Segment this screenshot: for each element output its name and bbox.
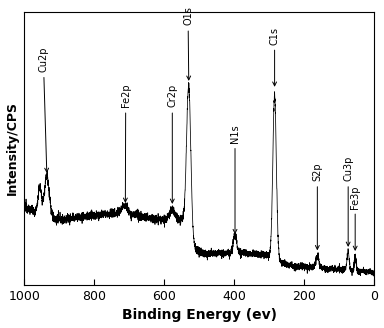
Y-axis label: Intensity/CPS: Intensity/CPS <box>5 101 18 195</box>
Text: Fe2p: Fe2p <box>121 84 131 202</box>
Text: S2p: S2p <box>312 163 322 249</box>
Text: O1s: O1s <box>183 7 193 80</box>
X-axis label: Binding Energy (ev): Binding Energy (ev) <box>122 308 277 322</box>
Text: C1s: C1s <box>270 27 280 86</box>
Text: Cr2p: Cr2p <box>167 84 177 203</box>
Text: Cu3p: Cu3p <box>343 156 353 246</box>
Text: Fe3p: Fe3p <box>350 185 360 250</box>
Text: Cu2p: Cu2p <box>38 47 49 172</box>
Text: N1s: N1s <box>230 124 240 233</box>
